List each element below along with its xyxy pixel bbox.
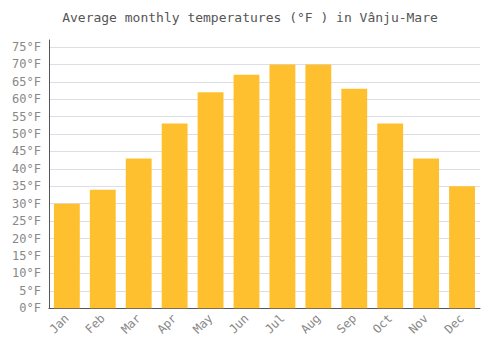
svg-text:65°F: 65°F [12, 75, 41, 89]
svg-text:15°F: 15°F [12, 249, 41, 263]
svg-text:Dec: Dec [442, 311, 467, 336]
svg-text:Apr: Apr [154, 311, 179, 336]
svg-text:Feb: Feb [83, 311, 108, 336]
svg-text:Jun: Jun [226, 311, 251, 336]
svg-text:Nov: Nov [406, 311, 431, 336]
svg-text:30°F: 30°F [12, 197, 41, 211]
svg-text:50°F: 50°F [12, 127, 41, 141]
svg-text:25°F: 25°F [12, 214, 41, 228]
svg-text:0°F: 0°F [19, 301, 41, 315]
svg-text:Aug: Aug [298, 311, 323, 336]
svg-text:75°F: 75°F [12, 40, 41, 54]
svg-text:May: May [190, 311, 215, 336]
svg-text:10°F: 10°F [12, 266, 41, 280]
svg-text:20°F: 20°F [12, 232, 41, 246]
svg-text:60°F: 60°F [12, 92, 41, 106]
svg-text:Sep: Sep [334, 311, 359, 336]
svg-text:Mar: Mar [118, 311, 143, 336]
svg-text:Oct: Oct [370, 311, 395, 336]
svg-text:70°F: 70°F [12, 57, 41, 71]
svg-text:55°F: 55°F [12, 110, 41, 124]
svg-text:35°F: 35°F [12, 179, 41, 193]
svg-text:Jan: Jan [47, 311, 72, 336]
svg-text:Jul: Jul [262, 311, 287, 336]
svg-text:Average monthly temperatures (: Average monthly temperatures (°F ) in Vâ… [62, 10, 438, 25]
svg-text:40°F: 40°F [12, 162, 41, 176]
svg-text:5°F: 5°F [19, 284, 41, 298]
svg-text:45°F: 45°F [12, 144, 41, 158]
